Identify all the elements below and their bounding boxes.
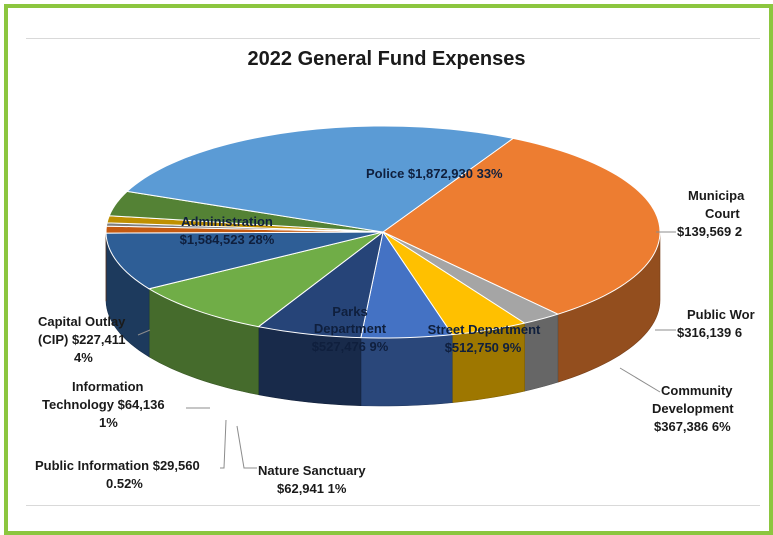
- label-it-2: Technology $64,136: [42, 397, 165, 412]
- top-rule: [26, 38, 760, 39]
- pie-slice-parks-department: [105, 231, 384, 290]
- label-cip-3: 4%: [74, 350, 93, 365]
- label-public-works-2: $316,139 6: [677, 325, 743, 340]
- bottom-rule: [26, 505, 760, 506]
- pie-tops: [105, 125, 661, 339]
- label-cip-1: Capital Outlay: [38, 314, 126, 329]
- label-community-dev-1: Community: [661, 383, 733, 398]
- leader-public-info: [220, 419, 227, 469]
- leader-community-dev: [619, 367, 661, 393]
- pie-slice-street-department: [147, 231, 384, 328]
- label-administration-value: $1,584,523 28%: [179, 232, 275, 247]
- label-parks-1: Parks: [332, 304, 368, 319]
- label-community-dev-2: Development: [652, 401, 734, 416]
- pie-slice-administration: [126, 125, 515, 233]
- label-public-works-1: Public Wor: [687, 307, 755, 322]
- label-municipal-court-1: Municipa: [688, 188, 745, 203]
- pie-slice-public-works: [360, 230, 454, 339]
- label-parks-3: $527,476 9%: [311, 339, 389, 354]
- label-cip-2: (CIP) $227,411: [38, 332, 126, 347]
- leader-nature: [236, 425, 257, 469]
- leader-cip: [137, 329, 151, 336]
- pie-slice-unlabeled: [382, 231, 526, 336]
- label-it-3: 1%: [99, 415, 118, 430]
- label-public-info-1: Public Information $29,560: [35, 458, 200, 473]
- leader-lines: [137, 231, 676, 469]
- label-street-2: $512,750 9%: [444, 340, 522, 355]
- pie-slice-community-development: [257, 230, 384, 339]
- label-administration-name: Administration: [181, 214, 273, 229]
- pie-slice-municipal-court: [382, 231, 560, 324]
- chart-title: 2022 General Fund Expenses: [247, 48, 526, 70]
- label-municipal-court-2: Court: [705, 206, 740, 221]
- label-parks-2: Department: [313, 321, 387, 336]
- label-community-dev-3: $367,386 6%: [654, 419, 731, 434]
- label-police: Police $1,872,930 33%: [366, 166, 503, 181]
- label-municipal-court-3: $139,569 2: [677, 224, 743, 239]
- label-nature-2: $62,941 1%: [277, 481, 347, 496]
- label-street-1: Street Department: [427, 322, 541, 337]
- label-nature-1: Nature Sanctuary: [258, 463, 366, 478]
- label-public-info-2: 0.52%: [106, 476, 143, 491]
- pie-slice-capital-outlay-cip: [108, 190, 384, 233]
- label-it-1: Information: [72, 379, 144, 394]
